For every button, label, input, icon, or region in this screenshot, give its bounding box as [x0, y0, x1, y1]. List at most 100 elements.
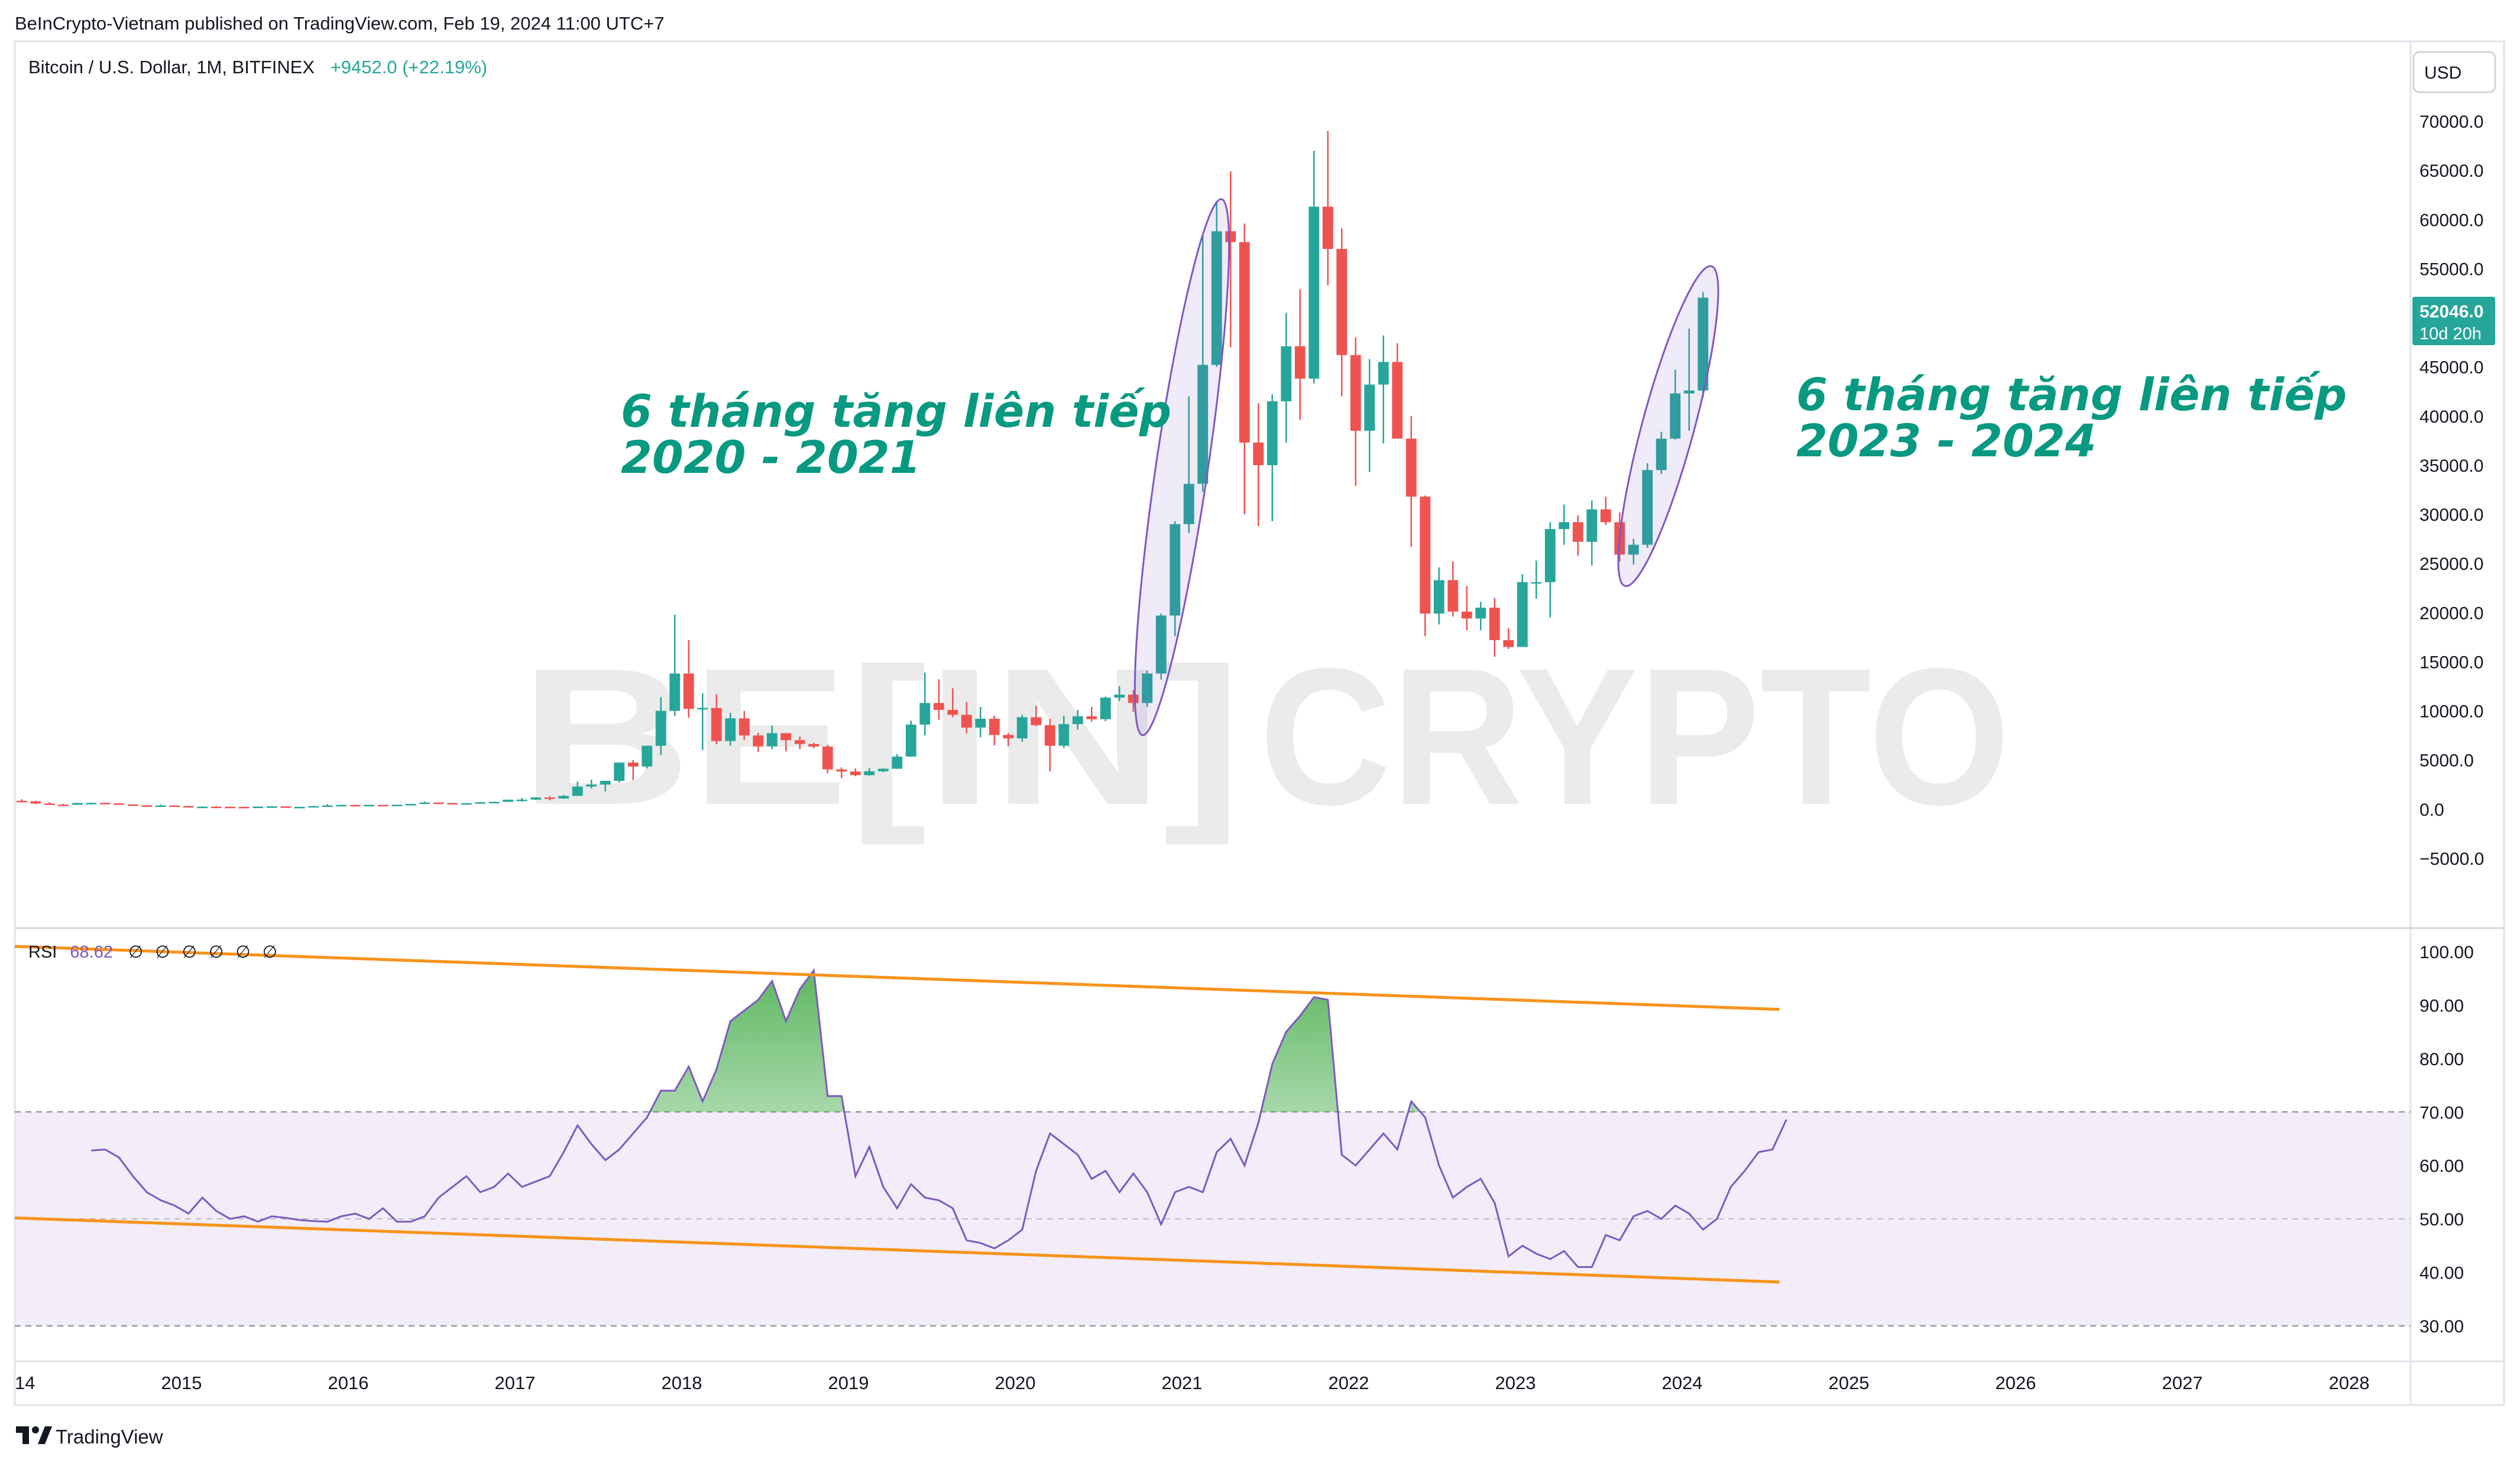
candle [1559, 504, 1570, 545]
candle-body [877, 768, 889, 771]
candle [155, 805, 166, 807]
candle [169, 805, 180, 807]
candle-body [1003, 735, 1014, 739]
candle-body [1670, 393, 1681, 439]
candle-body [447, 803, 458, 805]
candle-body [336, 805, 347, 807]
candle [336, 805, 347, 807]
candle [1544, 522, 1556, 618]
candle-body [1267, 401, 1278, 465]
price-tick-label: 25000.0 [2419, 554, 2483, 574]
candle-body [1698, 297, 1709, 391]
candle [892, 754, 903, 769]
candle [377, 805, 388, 807]
candle [1267, 394, 1278, 521]
candle-body [753, 735, 764, 747]
candle-body [808, 744, 820, 747]
candle [642, 745, 653, 768]
candle-body [864, 771, 875, 776]
candle [725, 712, 736, 746]
candle [1392, 343, 1403, 439]
rsi-label: RSI [28, 943, 57, 962]
candle [1531, 560, 1542, 599]
candle [433, 802, 444, 805]
candle-body [683, 673, 694, 709]
candle-body [1489, 608, 1500, 640]
candle [252, 806, 264, 809]
candle [919, 672, 931, 736]
rsi-marker-2: ∅ [155, 943, 170, 962]
candle [627, 760, 639, 780]
candle-body [141, 805, 153, 807]
candle-body [627, 763, 639, 767]
candle-body [572, 786, 583, 796]
candle-body [503, 799, 514, 802]
candle-body [1503, 640, 1514, 647]
candle [1100, 696, 1111, 722]
rsi-trendline[interactable] [14, 945, 1780, 1011]
candle [850, 768, 861, 777]
rsi-trendlines [14, 945, 1780, 1284]
candle-body [1628, 544, 1639, 555]
watermark: BE[IN] CRYPTO [520, 627, 2010, 846]
candle-body [1336, 249, 1348, 355]
candle [1489, 598, 1500, 657]
candle-body [114, 803, 125, 805]
tradingview-logo[interactable]: TradingView [16, 1426, 163, 1448]
candle-body [30, 801, 41, 804]
candle [1142, 670, 1153, 707]
time-tick-label: 14 [15, 1373, 35, 1393]
candle [1600, 497, 1611, 525]
price-tick-label: 55000.0 [2419, 259, 2483, 279]
candle-body [183, 806, 194, 808]
candle-body [86, 803, 97, 805]
rsi-trendline[interactable] [14, 1216, 1780, 1284]
candle-body [461, 803, 472, 805]
candle-body [1183, 484, 1194, 524]
candle [544, 796, 555, 801]
candle-body [961, 715, 972, 728]
candle-body [544, 797, 555, 799]
candle [1420, 495, 1431, 637]
time-tick-label: 2018 [662, 1373, 702, 1393]
candle [1698, 292, 1709, 398]
candle-body [655, 711, 666, 746]
candle-body [975, 718, 986, 728]
candle-body [905, 724, 916, 757]
time-tick-label: 2017 [495, 1373, 536, 1393]
price-tick-label: 45000.0 [2419, 358, 2483, 378]
candle [197, 806, 208, 809]
candle [1294, 289, 1306, 420]
candle-body [1517, 582, 1528, 647]
candle-body [1683, 390, 1695, 394]
price-tick-label: 35000.0 [2419, 456, 2483, 476]
candle [419, 801, 430, 805]
candle [780, 733, 792, 752]
annotation-1-line1: 6 tháng tăng liên tiếp [621, 385, 1171, 437]
highlight-ellipses [1133, 198, 1719, 737]
candle [1683, 328, 1695, 431]
candle-body [1253, 442, 1264, 465]
candle-body [1072, 716, 1083, 725]
candle [1128, 690, 1139, 712]
rsi-legend[interactable]: RSI 68.62 ∅ ∅ ∅ ∅ ∅ ∅ [28, 943, 277, 962]
rsi-marker-5: ∅ [235, 943, 250, 962]
rsi-value: 68.62 [70, 943, 113, 962]
candle-body [1420, 497, 1431, 614]
candle-body [1225, 231, 1236, 242]
candle [1350, 337, 1361, 486]
candle [127, 804, 138, 806]
currency-button[interactable]: USD [2412, 51, 2496, 93]
symbol-legend[interactable]: Bitcoin / U.S. Dollar, 1M, BITFINEX +945… [28, 57, 487, 77]
candle [572, 781, 583, 796]
candle [766, 725, 778, 750]
time-axis: 14 2015 2016 2017 2018 2019 2020 2021 2022 2023 20… [15, 1373, 2369, 1393]
candle-body [725, 718, 736, 741]
chart-frame [14, 40, 2505, 1406]
candle [405, 803, 416, 806]
candle-body [780, 733, 792, 741]
candle [1225, 171, 1236, 348]
candle-body [252, 806, 264, 809]
price-tick-label: 15000.0 [2419, 653, 2483, 672]
candle [697, 693, 708, 751]
